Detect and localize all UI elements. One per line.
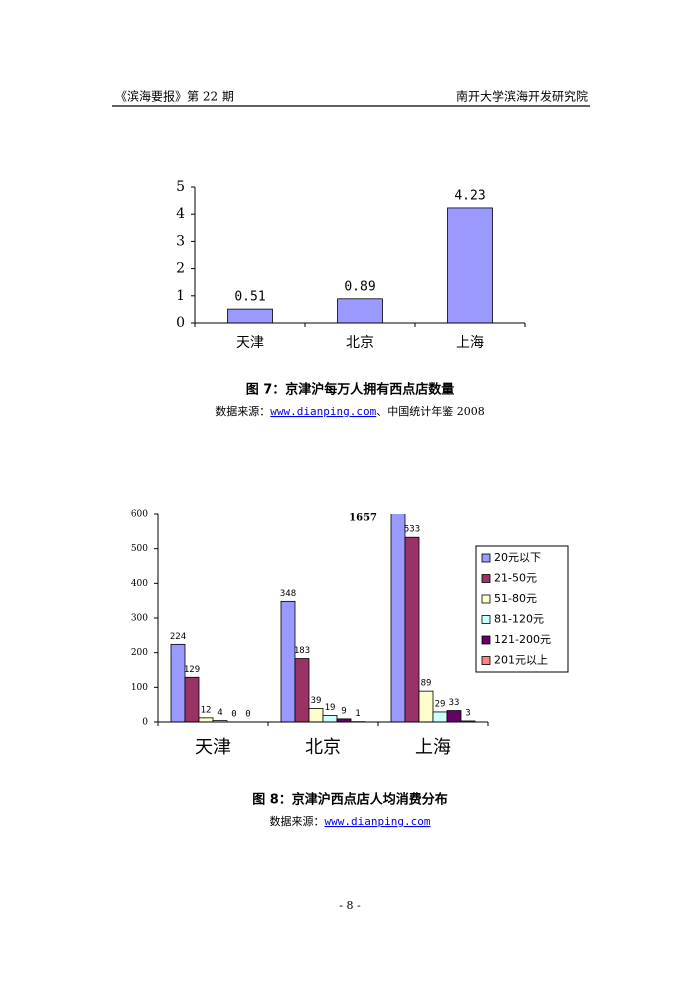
y-tick-label: 4 bbox=[176, 206, 185, 222]
bar bbox=[294, 658, 310, 722]
y-tick-label: 5 bbox=[176, 179, 185, 195]
x-tick-label: 上海 bbox=[415, 737, 451, 758]
x-tick-label: 北京 bbox=[346, 335, 374, 351]
legend-box bbox=[475, 545, 569, 673]
bar-value-label: 89 bbox=[421, 679, 432, 689]
bar-value-label: 0.89 bbox=[344, 279, 375, 294]
bar bbox=[212, 720, 228, 722]
header-left: 《滨海要报》第 22 期 bbox=[115, 89, 234, 104]
bar bbox=[404, 536, 420, 722]
bar-value-label: 12 bbox=[201, 705, 212, 715]
bar-value-label: 1657 bbox=[349, 513, 377, 524]
legend-swatch bbox=[481, 553, 491, 563]
x-tick-label: 上海 bbox=[456, 335, 484, 351]
bar bbox=[227, 308, 273, 323]
caption: 图 7：京津沪每万人拥有西点店数量 bbox=[246, 382, 455, 398]
bar bbox=[446, 710, 462, 722]
bar bbox=[432, 711, 448, 722]
bar-value-label: 533 bbox=[404, 525, 420, 535]
page-number: - 8 - bbox=[339, 899, 361, 912]
bar-value-label: 0 bbox=[245, 710, 250, 720]
bar bbox=[390, 514, 406, 722]
caption: 图 8：京津沪西点店人均消费分布 bbox=[252, 792, 448, 808]
legend-swatch bbox=[481, 594, 491, 604]
y-tick-label: 200 bbox=[131, 648, 148, 658]
bar bbox=[280, 600, 296, 722]
bar-value-label: 0.51 bbox=[234, 290, 265, 305]
bar-value-label: 348 bbox=[280, 589, 296, 599]
bar-value-label: 183 bbox=[294, 646, 310, 656]
y-tick-label: 300 bbox=[131, 614, 148, 624]
bar bbox=[418, 690, 434, 722]
bar-value-label: 224 bbox=[170, 632, 186, 642]
x-tick-label: 天津 bbox=[236, 335, 264, 351]
bar-value-label: 4.23 bbox=[454, 188, 485, 203]
legend-label: 121-200元 bbox=[494, 633, 551, 646]
y-tick-label: 0 bbox=[142, 718, 148, 728]
bar bbox=[184, 676, 200, 722]
x-tick-label: 北京 bbox=[305, 737, 341, 758]
legend-label: 51-80元 bbox=[494, 592, 537, 605]
y-tick-label: 600 bbox=[131, 510, 148, 520]
legend-swatch bbox=[481, 656, 491, 665]
source: 数据来源：www.dianping.com、中国统计年鉴 2008 bbox=[215, 404, 484, 418]
source: 数据来源：www.dianping.com bbox=[270, 814, 431, 828]
legend-swatch bbox=[481, 574, 491, 583]
source-link: www.dianping.com bbox=[325, 815, 431, 828]
source-label: 数据来源： bbox=[215, 404, 270, 418]
bar bbox=[322, 715, 338, 722]
bar-value-label: 29 bbox=[435, 699, 446, 709]
y-tick-label: 500 bbox=[131, 544, 148, 554]
bar bbox=[337, 298, 383, 323]
bar-value-label: 39 bbox=[311, 696, 322, 706]
y-tick-label: 400 bbox=[131, 579, 148, 589]
legend-label: 201元以上 bbox=[494, 654, 548, 667]
bar bbox=[336, 718, 352, 722]
x-tick-label: 天津 bbox=[195, 737, 231, 758]
bar bbox=[447, 207, 493, 323]
legend-label: 21-50元 bbox=[494, 572, 537, 585]
bar-value-label: 33 bbox=[449, 698, 460, 708]
legend-label: 81-120元 bbox=[494, 613, 544, 626]
bar-value-label: 3 bbox=[465, 708, 470, 718]
bar-value-label: 4 bbox=[217, 708, 222, 718]
bar bbox=[308, 708, 324, 722]
source-link: www.dianping.com bbox=[270, 405, 376, 418]
y-tick-label: 100 bbox=[131, 683, 148, 693]
header-right: 南开大学滨海开发研究院 bbox=[456, 89, 588, 104]
bar-value-label: 0 bbox=[231, 710, 236, 720]
source-rest: 、中国统计年鉴 2008 bbox=[376, 404, 485, 418]
legend-swatch bbox=[481, 635, 491, 645]
bar-value-label: 9 bbox=[341, 706, 346, 716]
source-label: 数据来源： bbox=[270, 814, 325, 828]
y-tick-label: 1 bbox=[176, 288, 185, 304]
legend-label: 20元以下 bbox=[494, 551, 541, 564]
bar-value-label: 129 bbox=[184, 665, 200, 675]
bar bbox=[460, 720, 476, 722]
bar bbox=[170, 643, 186, 722]
y-tick-label: 2 bbox=[176, 261, 185, 277]
bar-value-label: 1 bbox=[355, 709, 360, 719]
bar-value-label: 19 bbox=[325, 703, 336, 713]
y-tick-label: 3 bbox=[176, 233, 185, 249]
bar bbox=[198, 717, 214, 722]
y-tick-label: 0 bbox=[176, 315, 185, 331]
legend-swatch bbox=[481, 615, 491, 624]
